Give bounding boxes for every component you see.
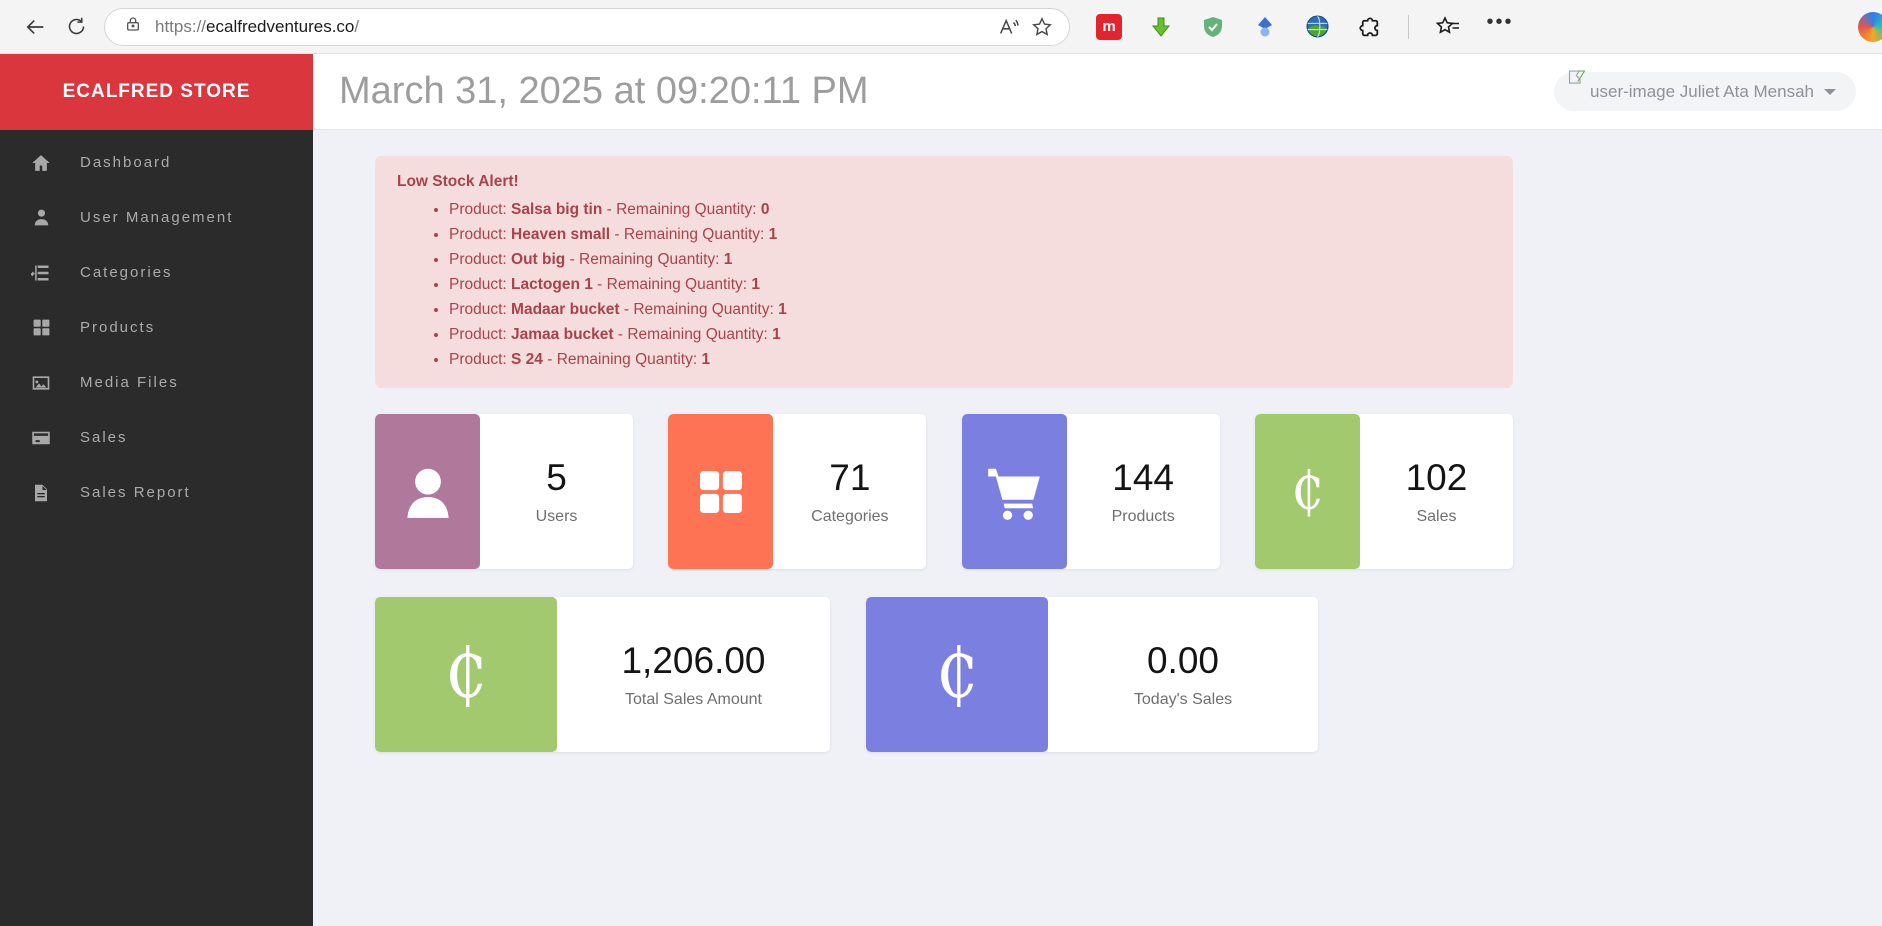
total-value: 1,206.00 (621, 640, 766, 681)
user-icon (30, 207, 52, 229)
grid-icon (30, 317, 52, 339)
browser-toolbar: https://ecalfredventures.co/ m ••• (0, 0, 1882, 54)
toolbar-divider (1408, 14, 1409, 39)
sidebar-item-sales-report[interactable]: Sales Report (0, 465, 313, 520)
stat-value: 5 (546, 457, 567, 498)
sidebar: ECALFRED STORE Dashboard User Management… (0, 54, 313, 926)
user-menu[interactable]: user-image Juliet Ata Mensah (1554, 69, 1856, 111)
stat-label: Users (535, 508, 578, 525)
sidebar-item-label: Media Files (80, 374, 179, 391)
sidebar-item-sales[interactable]: Sales (0, 410, 313, 465)
todays-sales-card: ₵ 0.00 Today's Sales (866, 597, 1318, 752)
alert-list: Product: Salsa big tin - Remaining Quant… (397, 197, 1491, 372)
total-sales-card: ₵ 1,206.00 Total Sales Amount (375, 597, 830, 752)
collections-icon[interactable] (1435, 14, 1461, 40)
sidebar-item-dashboard[interactable]: Dashboard (0, 135, 313, 190)
cart-stat-icon (961, 414, 1067, 569)
cedi-total-icon: ₵ (375, 597, 557, 752)
brand-title: ECALFRED STORE (0, 54, 313, 130)
broken-image-icon (1568, 69, 1586, 90)
alert-item: Product: Lactogen 1 - Remaining Quantity… (449, 272, 1491, 297)
refresh-icon[interactable] (56, 7, 96, 47)
lock-icon (125, 15, 141, 38)
extensions-puzzle-icon[interactable] (1356, 14, 1382, 40)
settings-more-icon[interactable]: ••• (1486, 11, 1514, 33)
sidebar-item-label: Products (80, 319, 156, 336)
cedi-stat-icon: ₵ (1254, 414, 1360, 569)
stat-card-products: 144 Products (961, 414, 1220, 569)
users-stat-icon (375, 414, 480, 569)
main-area: March 31, 2025 at 09:20:11 PM user-image… (313, 54, 1882, 926)
category-tree-icon (30, 262, 52, 284)
alert-item: Product: Out big - Remaining Quantity: 1 (449, 247, 1491, 272)
extension-icons: m (1096, 13, 1382, 40)
alert-title: Low Stock Alert! (397, 173, 519, 190)
shield-check-extension-icon[interactable] (1200, 14, 1226, 40)
sidebar-item-label: Dashboard (80, 154, 172, 171)
image-icon (30, 372, 52, 394)
dashboard-content: Low Stock Alert! Product: Salsa big tin … (375, 130, 1513, 752)
total-label: Total Sales Amount (625, 691, 762, 708)
stat-label: Products (1111, 508, 1175, 525)
total-value: 0.00 (1146, 640, 1219, 681)
stat-value: 102 (1405, 457, 1468, 498)
alert-item: Product: S 24 - Remaining Quantity: 1 (449, 347, 1491, 372)
address-bar[interactable]: https://ecalfredventures.co/ (104, 7, 1070, 46)
read-aloud-icon[interactable] (991, 10, 1025, 44)
cedi-today-icon: ₵ (866, 597, 1048, 752)
mendeley-extension-icon[interactable]: m (1096, 13, 1122, 40)
stats-row: 5 Users 71 Categories (375, 414, 1513, 569)
page-header: March 31, 2025 at 09:20:11 PM user-image… (313, 54, 1882, 130)
sidebar-item-label: Categories (80, 264, 173, 281)
globe-extension-icon[interactable] (1304, 14, 1330, 40)
sidebar-nav: Dashboard User Management Categories Pro… (0, 130, 313, 520)
blue-pin-extension-icon[interactable] (1252, 14, 1278, 40)
copilot-icon[interactable] (1858, 11, 1882, 42)
alert-item: Product: Madaar bucket - Remaining Quant… (449, 297, 1491, 322)
report-file-icon (30, 482, 52, 504)
chevron-down-icon (1824, 88, 1836, 95)
stat-label: Sales (1416, 508, 1457, 525)
stat-value: 71 (829, 457, 871, 498)
stat-value: 144 (1112, 457, 1175, 498)
stat-card-users: 5 Users (375, 414, 633, 569)
total-label: Today's Sales (1133, 691, 1233, 708)
credit-card-icon (30, 427, 52, 449)
download-arrow-extension-icon[interactable] (1148, 14, 1174, 40)
stat-card-categories: 71 Categories (668, 414, 927, 569)
datetime-display: March 31, 2025 at 09:20:11 PM (339, 70, 869, 112)
stat-card-sales: ₵ 102 Sales (1254, 414, 1513, 569)
alert-item: Product: Jamaa bucket - Remaining Quanti… (449, 322, 1491, 347)
back-icon[interactable] (16, 7, 56, 47)
sidebar-item-label: Sales (80, 429, 128, 446)
sidebar-item-media-files[interactable]: Media Files (0, 355, 313, 410)
low-stock-alert: Low Stock Alert! Product: Salsa big tin … (375, 156, 1513, 388)
categories-stat-icon (668, 414, 774, 569)
sidebar-item-label: Sales Report (80, 484, 191, 501)
totals-row: ₵ 1,206.00 Total Sales Amount ₵ 0.00 Tod… (375, 597, 1513, 752)
sidebar-item-categories[interactable]: Categories (0, 245, 313, 300)
sidebar-item-products[interactable]: Products (0, 300, 313, 355)
alert-item: Product: Heaven small - Remaining Quanti… (449, 222, 1491, 247)
home-icon (30, 152, 52, 174)
url-text[interactable]: https://ecalfredventures.co/ (155, 16, 360, 36)
sidebar-item-label: User Management (80, 209, 234, 226)
stat-label: Categories (811, 508, 889, 525)
alert-item: Product: Salsa big tin - Remaining Quant… (449, 197, 1491, 222)
user-menu-label: user-image Juliet Ata Mensah (1590, 81, 1814, 101)
favorite-star-icon[interactable] (1025, 10, 1059, 44)
sidebar-item-user-management[interactable]: User Management (0, 190, 313, 245)
